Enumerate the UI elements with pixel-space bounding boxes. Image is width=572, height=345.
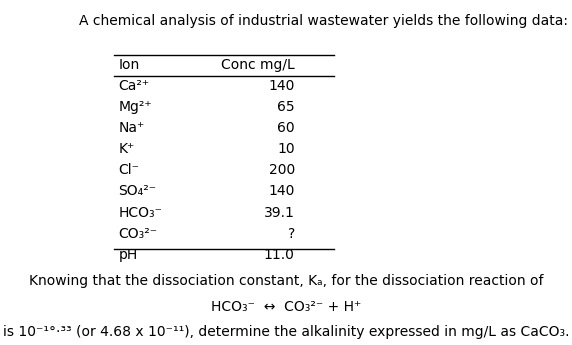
Text: Mg²⁺: Mg²⁺	[118, 100, 152, 114]
Text: Conc mg/L: Conc mg/L	[221, 58, 295, 71]
Text: CO₃²⁻: CO₃²⁻	[118, 227, 158, 241]
Text: 60: 60	[277, 121, 295, 135]
Text: K⁺: K⁺	[118, 142, 135, 156]
Text: pH: pH	[118, 248, 138, 262]
Text: HCO₃⁻  ↔  CO₃²⁻ + H⁺: HCO₃⁻ ↔ CO₃²⁻ + H⁺	[211, 300, 361, 314]
Text: 11.0: 11.0	[264, 248, 295, 262]
Text: SO₄²⁻: SO₄²⁻	[118, 184, 157, 198]
Text: Knowing that the dissociation constant, Kₐ, for the dissociation reaction of: Knowing that the dissociation constant, …	[29, 274, 543, 288]
Text: Ca²⁺: Ca²⁺	[118, 79, 150, 93]
Text: A chemical analysis of industrial wastewater yields the following data:: A chemical analysis of industrial wastew…	[79, 14, 568, 28]
Text: HCO₃⁻: HCO₃⁻	[118, 206, 162, 219]
Text: is 10⁻¹°·³³ (or 4.68 x 10⁻¹¹), determine the alkalinity expressed in mg/L as CaC: is 10⁻¹°·³³ (or 4.68 x 10⁻¹¹), determine…	[3, 325, 569, 339]
Text: ?: ?	[288, 227, 295, 241]
Text: 140: 140	[268, 184, 295, 198]
Text: Cl⁻: Cl⁻	[118, 163, 140, 177]
Text: 140: 140	[268, 79, 295, 93]
Text: 39.1: 39.1	[264, 206, 295, 219]
Text: Na⁺: Na⁺	[118, 121, 145, 135]
Text: 10: 10	[277, 142, 295, 156]
Text: 200: 200	[269, 163, 295, 177]
Text: Ion: Ion	[118, 58, 140, 71]
Text: 65: 65	[277, 100, 295, 114]
